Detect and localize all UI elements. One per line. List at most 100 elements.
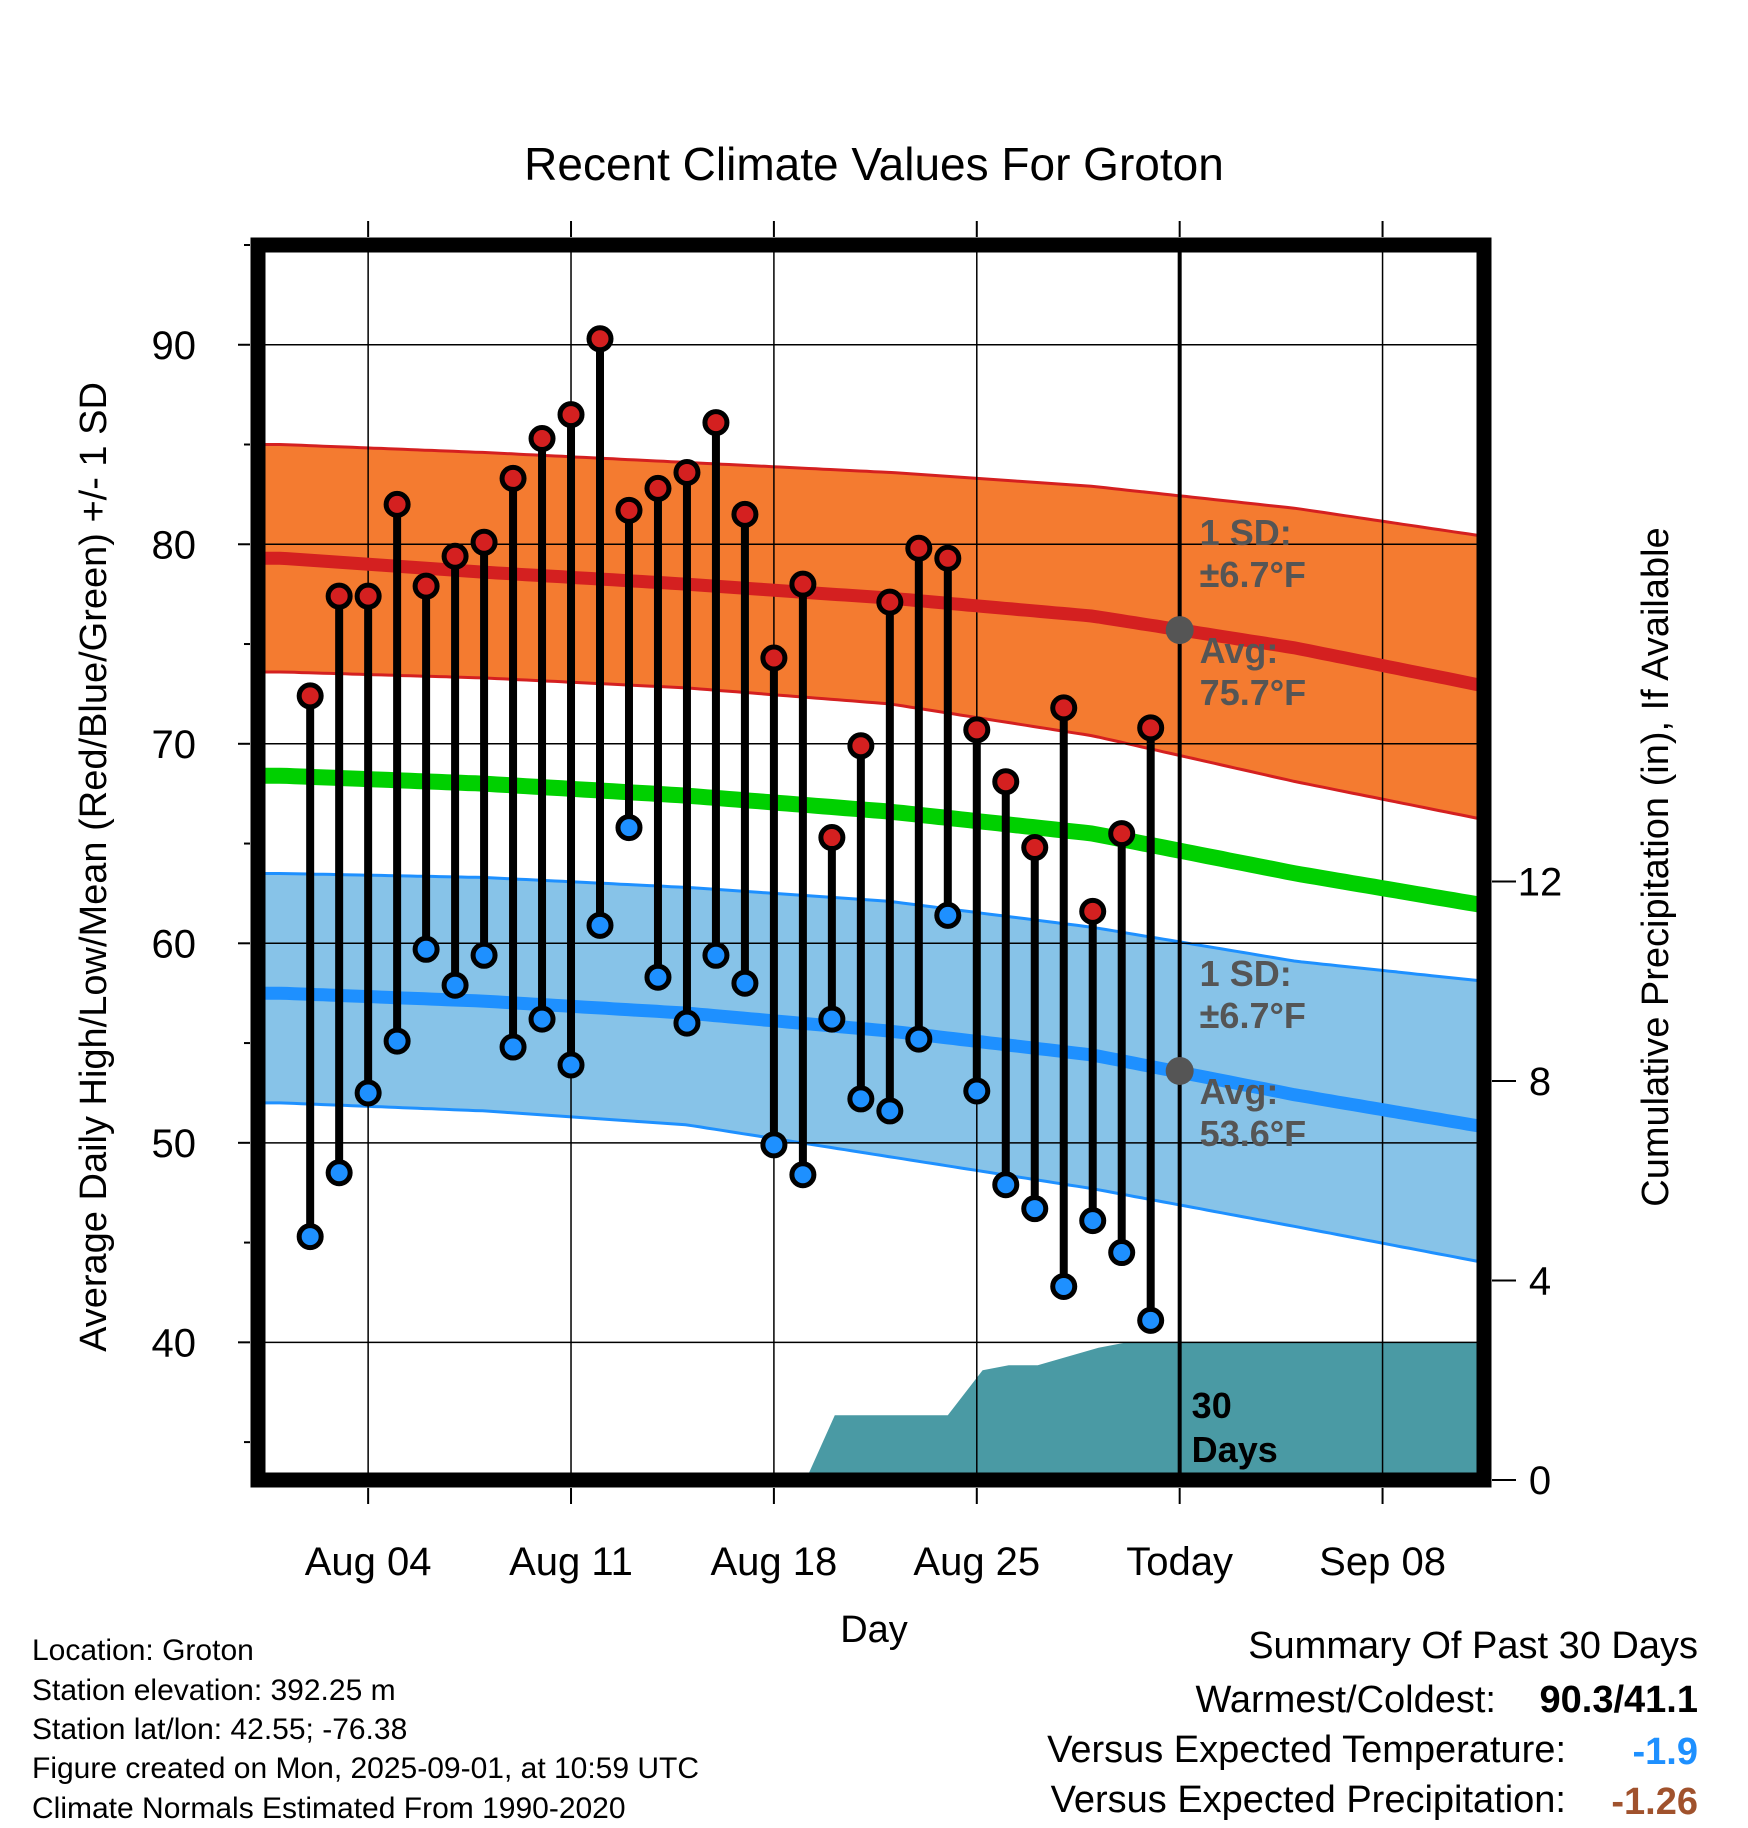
low-point: [818, 1005, 846, 1033]
info-elevation: Station elevation: 392.25 m: [32, 1674, 396, 1707]
high-point: [905, 534, 933, 562]
observation-day: [760, 644, 788, 1159]
low-point: [702, 941, 730, 969]
today-avg-high-marker: [1165, 616, 1194, 645]
observation-day: [1050, 694, 1078, 1300]
high-point: [557, 401, 585, 429]
high-point: [325, 582, 353, 610]
avg-high-line: [258, 551, 1484, 692]
plot-background: [258, 245, 1484, 1480]
x-tick-label: Today: [1126, 1540, 1233, 1584]
summary-panel: Summary Of Past 30 Days Warmest/Coldest:…: [1047, 1625, 1698, 1823]
low-point: [847, 1085, 875, 1113]
observation-day: [1079, 897, 1107, 1235]
low-point: [1050, 1272, 1078, 1300]
high-point: [470, 528, 498, 556]
low-point: [441, 971, 469, 999]
high-point: [818, 824, 846, 852]
y2-tick-label: 0: [1529, 1459, 1551, 1503]
x-tick-label: Aug 04: [305, 1540, 432, 1584]
low-point: [470, 941, 498, 969]
y2-tick-label: 12: [1518, 860, 1563, 904]
low-point: [1137, 1306, 1165, 1334]
x-axis-label: Day: [840, 1609, 908, 1651]
low-point: [499, 1033, 527, 1061]
y-axis-label: Average Daily High/Low/Mean (Red/Blue/Gr…: [73, 382, 115, 1352]
high-point: [702, 409, 730, 437]
high-point: [615, 496, 643, 524]
y-tick-label: 40: [152, 1321, 197, 1365]
high-point: [383, 490, 411, 518]
high-point: [789, 570, 817, 598]
low-point: [934, 901, 962, 929]
low-point: [1108, 1239, 1136, 1267]
high-point: [1108, 820, 1136, 848]
low-point: [876, 1097, 904, 1125]
high-point: [963, 716, 991, 744]
high-sd-band: [258, 444, 1483, 820]
y-tick-label: 70: [152, 723, 197, 767]
summary-precip-value: -1.26: [1611, 1781, 1698, 1823]
high-sd-label: 1 SD:: [1200, 512, 1292, 553]
avg-low-line: [258, 986, 1484, 1134]
low-point: [905, 1025, 933, 1053]
summary-temp-label: Versus Expected Temperature:: [1047, 1729, 1566, 1771]
x-tick-label: Aug 25: [913, 1540, 1040, 1584]
observation-day: [818, 824, 846, 1033]
low-sd-band: [258, 873, 1483, 1263]
mean-line: [258, 767, 1485, 914]
chart-title: Recent Climate Values For Groton: [524, 138, 1224, 190]
info-created: Figure created on Mon, 2025-09-01, at 10…: [32, 1752, 699, 1785]
days-label-text: Days: [1192, 1429, 1278, 1470]
y2-tick-label: 4: [1529, 1259, 1551, 1303]
observation-day: [354, 582, 382, 1107]
high-point: [1079, 897, 1107, 925]
x-tick-label: Aug 18: [711, 1540, 838, 1584]
low-point: [731, 969, 759, 997]
high-avg-label: Avg:: [1200, 630, 1279, 671]
observation-day: [847, 732, 875, 1113]
high-point: [1021, 834, 1049, 862]
station-info: Location: Groton Station elevation: 392.…: [32, 1634, 699, 1825]
observation-day: [412, 572, 440, 963]
today-avg-low-marker: [1165, 1056, 1194, 1085]
precip-area: [805, 1342, 1484, 1480]
observation-day: [528, 425, 556, 1033]
observation-day: [441, 542, 469, 999]
low-point: [963, 1077, 991, 1105]
observation-day: [731, 500, 759, 997]
low-point: [760, 1131, 788, 1159]
observation-day: [673, 458, 701, 1037]
summary-title: Summary Of Past 30 Days: [1248, 1625, 1698, 1667]
observation-day: [1108, 820, 1136, 1267]
observation-day: [876, 588, 904, 1125]
plot-frame: [250, 237, 1492, 1488]
y-tick-label: 60: [152, 922, 197, 966]
high-point: [673, 458, 701, 486]
high-sd-lower-line: [258, 670, 1483, 821]
low-point: [586, 911, 614, 939]
high-point: [760, 644, 788, 672]
observation-day: [615, 496, 643, 842]
high-point: [441, 542, 469, 570]
low-point: [789, 1161, 817, 1189]
observation-day: [470, 528, 498, 969]
high-point: [992, 768, 1020, 796]
observation-day: [905, 534, 933, 1053]
observation-day: [557, 401, 585, 1079]
high-point: [528, 425, 556, 453]
high-avg-value: 75.7°F: [1200, 672, 1306, 713]
y2-axis-label: Cumulative Precipitation (in), If Availa…: [1635, 527, 1677, 1206]
observation-day: [992, 768, 1020, 1199]
y-tick-label: 50: [152, 1122, 197, 1166]
high-point: [1050, 694, 1078, 722]
high-point: [354, 582, 382, 610]
info-normals: Climate Normals Estimated From 1990-2020: [32, 1792, 626, 1825]
observation-day: [1137, 714, 1165, 1334]
low-point: [412, 935, 440, 963]
low-point: [325, 1159, 353, 1187]
x-tick-label: Sep 08: [1319, 1540, 1446, 1584]
observation-day: [789, 570, 817, 1189]
y2-tick-label: 8: [1529, 1060, 1551, 1104]
